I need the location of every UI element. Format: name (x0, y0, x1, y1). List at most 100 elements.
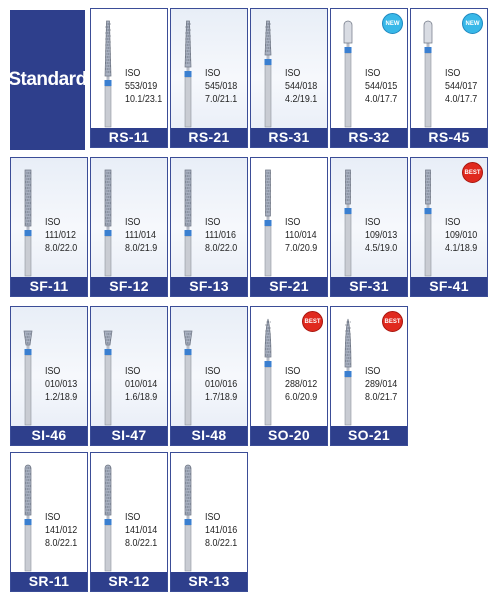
spec-iso: 010/016 (205, 378, 238, 390)
grit-dot (26, 181, 28, 183)
spec-iso-label: ISO (45, 511, 61, 523)
spec-iso: 288/012 (285, 378, 318, 390)
bur-card-si-47: ISO 010/014 1.6/18.9 SI-47 (90, 306, 168, 446)
grit-dot (266, 47, 268, 49)
bur-card-sf-13: ISO 111/016 8.0/22.0 SF-13 (170, 157, 248, 297)
grit-dot (266, 345, 268, 347)
grit-dot (189, 202, 191, 204)
grit-dot (105, 488, 107, 490)
grit-dot (29, 184, 31, 186)
grit-dot (345, 187, 347, 189)
grit-dot (109, 214, 111, 216)
grit-dot (106, 217, 108, 219)
grit-dot (265, 342, 267, 344)
grit-dot (348, 345, 350, 347)
grit-dot (346, 196, 348, 198)
grit-dot (186, 494, 188, 496)
grit-dot (348, 327, 350, 329)
grit-dot (186, 35, 188, 37)
grit-dot (105, 223, 107, 225)
bur-band (24, 349, 32, 355)
grit-dot (25, 211, 27, 213)
grit-dot (109, 53, 111, 55)
grit-dot (106, 467, 108, 469)
grit-dot (186, 503, 188, 505)
grit-dot (188, 512, 190, 514)
grit-dot (25, 506, 27, 508)
grit-dot (105, 512, 107, 514)
grit-dot (268, 172, 270, 174)
spec-iso-label: ISO (365, 216, 381, 228)
grit-dot (188, 205, 190, 207)
grit-dot (108, 467, 110, 469)
grit-dot (185, 488, 187, 490)
bur-shank (184, 235, 192, 277)
grit-dot (28, 482, 30, 484)
grit-dot (106, 44, 108, 46)
grit-dot (109, 491, 111, 493)
grit-dot (106, 494, 108, 496)
grit-dot (106, 223, 108, 225)
grit-dot (265, 211, 267, 213)
grit-dot (26, 497, 28, 499)
grit-dot (345, 342, 347, 344)
grit-dot (105, 211, 107, 213)
bur-head (183, 330, 193, 346)
grit-dot (425, 181, 427, 183)
grit-dot (106, 503, 108, 505)
spec-size: 1.2/18.9 (45, 391, 78, 403)
bur-spec: ISO 141/014 8.0/22.1 (125, 511, 157, 550)
grit-dot (185, 512, 187, 514)
grit-dot (108, 223, 110, 225)
grit-dot (108, 470, 110, 472)
grit-dot (108, 199, 110, 201)
grit-dot (25, 223, 27, 225)
grit-dot (28, 512, 30, 514)
grit-dot (346, 363, 348, 365)
grit-dot (266, 330, 268, 332)
bur-neck (26, 226, 30, 230)
grit-dot (186, 473, 188, 475)
bur-illustration (24, 169, 32, 277)
grit-dot (266, 26, 268, 28)
grit-dot (349, 333, 351, 335)
bur-spec: ISO 553/019 10.1/23.1 (125, 67, 162, 106)
grit-dot (25, 500, 27, 502)
grit-dot (188, 491, 190, 493)
grit-dot (186, 217, 188, 219)
grit-dot (185, 494, 187, 496)
grit-dot (28, 178, 30, 180)
grit-dot (268, 175, 270, 177)
grit-dot (266, 38, 268, 40)
grit-dot (106, 50, 108, 52)
grit-dot (108, 190, 110, 192)
grit-dot (105, 26, 107, 28)
grit-dot (108, 47, 110, 49)
grit-dot (186, 56, 188, 58)
grit-dot (428, 175, 430, 177)
grit-dot (265, 44, 267, 46)
spec-size: 4.1/18.9 (445, 242, 478, 254)
grit-dot (108, 512, 110, 514)
grit-dot (265, 348, 267, 350)
grit-dot (265, 175, 267, 177)
grit-dot (25, 199, 27, 201)
spec-size: 8.0/22.1 (45, 537, 78, 549)
spec-iso: 010/014 (125, 378, 158, 390)
bur-shank (24, 235, 32, 277)
grit-dot (269, 41, 271, 43)
best-badge: BEST (382, 311, 403, 332)
grit-dot (269, 35, 271, 37)
bur-spec: ISO 141/012 8.0/22.1 (45, 511, 77, 550)
bur-illustration (184, 464, 192, 572)
grit-dot (189, 509, 191, 511)
spec-size: 8.0/22.0 (45, 242, 78, 254)
grit-dot (268, 205, 270, 207)
grit-dot (345, 324, 347, 326)
grit-dot (29, 339, 31, 341)
grit-dot (346, 181, 348, 183)
grit-dot (28, 503, 30, 505)
grit-dot (266, 196, 268, 198)
grit-dot (26, 333, 28, 335)
bur-head (343, 20, 353, 44)
